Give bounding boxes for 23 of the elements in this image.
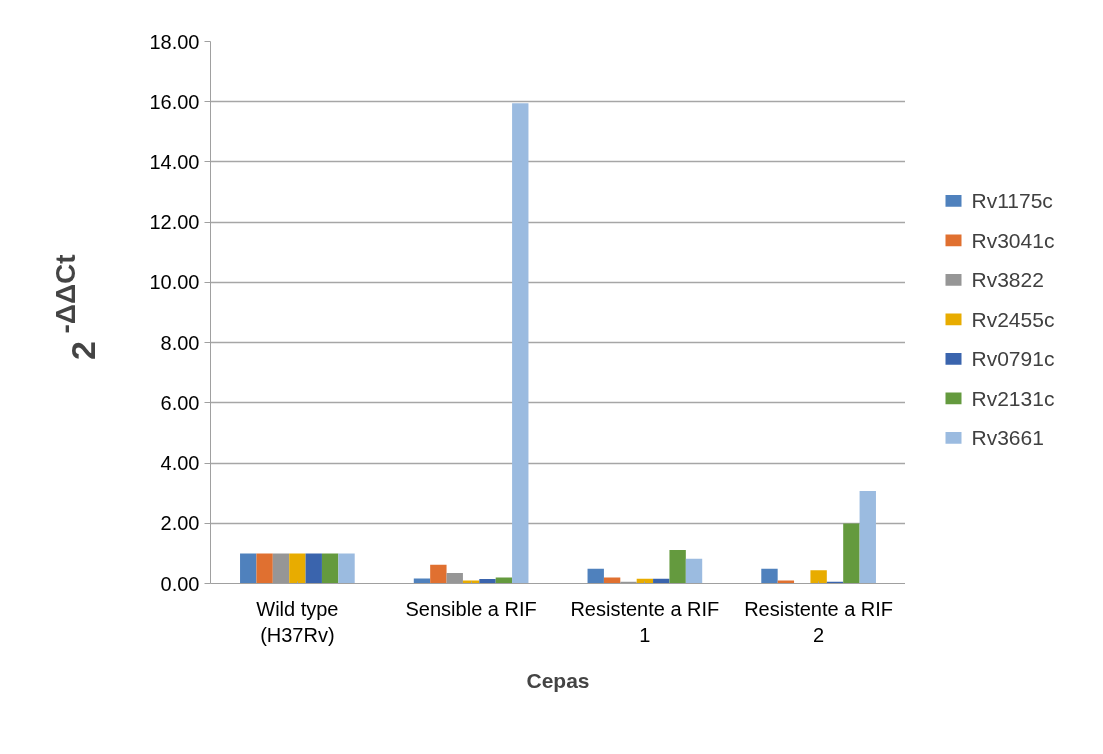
y-tick-label: 16.00 (149, 90, 200, 113)
y-tick-label: 0.00 (160, 572, 200, 595)
x-tick-label: Resistente a RIF 1 (570, 597, 720, 646)
legend-label: Rv0791c (971, 347, 1055, 371)
y-tick-label: 10.00 (149, 271, 200, 294)
y-tick-label: 8.00 (160, 331, 200, 354)
y-tick-label: 4.00 (160, 452, 200, 475)
legend-label: Rv3661 (971, 426, 1044, 450)
x-tick-label: Sensible a RIF (405, 597, 537, 620)
y-tick-label: 18.00 (149, 30, 200, 53)
x-axis-title: Cepas (526, 668, 590, 692)
y-tick-label: 12.00 (149, 211, 200, 234)
x-tick-label: Wild type (H37Rv) (256, 597, 339, 646)
y-axis-title: 2-ΔΔCt (50, 254, 102, 360)
legend-label: Rv3041c (971, 228, 1055, 252)
y-tick-label: 2.00 (160, 512, 200, 535)
y-tick-label: 14.00 (149, 150, 200, 173)
legend-label: Rv1175c (971, 189, 1053, 213)
legend-label: Rv2455c (971, 307, 1055, 331)
y-tick-label: 6.00 (160, 391, 200, 414)
x-tick-label: Resistente a RIF 2 (744, 597, 894, 646)
legend-label: Rv2131c (971, 386, 1055, 410)
legend-label: Rv3822 (971, 268, 1044, 292)
